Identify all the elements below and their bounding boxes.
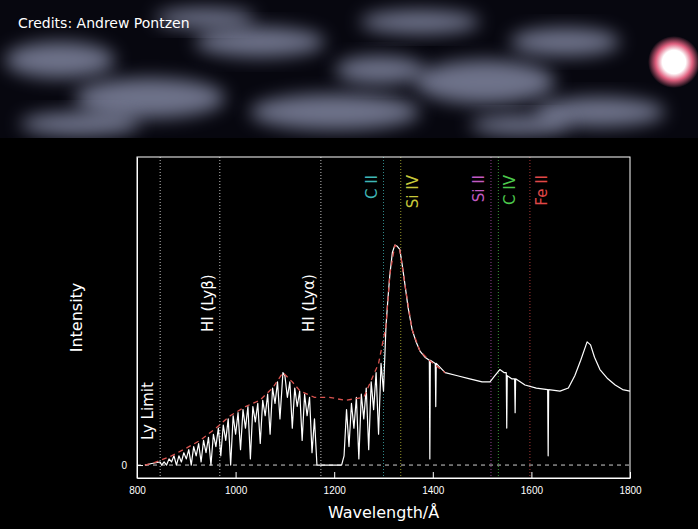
continuum-line (145, 245, 445, 465)
x-axis: 800 1000 1200 1400 1600 1800 (129, 472, 642, 496)
x-tick-label: 1800 (619, 485, 642, 496)
credit: Credits: Andrew Pontzen (18, 15, 190, 31)
cloud (470, 115, 570, 135)
cloud (75, 78, 225, 118)
annotation-line (320, 157, 321, 478)
annotation-line (490, 157, 491, 478)
x-tick: 1200 (324, 472, 347, 496)
header-image (0, 0, 698, 138)
cloud (20, 112, 140, 136)
annotation-line (529, 157, 530, 478)
plot-frame (137, 157, 630, 478)
y-tick: 0 (121, 460, 143, 471)
x-tick: 1400 (422, 472, 445, 496)
x-tick-mark (433, 472, 434, 478)
chart: Credits: Andrew Pontzen 800 1000 1200 1400 16… (0, 0, 698, 529)
x-tick-label: 1200 (324, 485, 347, 496)
cloud (250, 94, 420, 130)
annotation-label: Fe II (533, 175, 551, 206)
image-background (0, 0, 698, 138)
cloud (195, 27, 325, 57)
quasar (648, 36, 698, 88)
cloud (415, 60, 555, 104)
x-tick-label: 800 (129, 485, 146, 496)
x-tick-label: 1000 (225, 485, 248, 496)
x-tick-mark (531, 472, 532, 478)
y-tick-mark (137, 465, 143, 466)
annotation-label: HI (Lyβ) (199, 274, 217, 332)
x-tick: 1600 (521, 472, 544, 496)
x-tick-label: 1600 (521, 485, 544, 496)
annotation-label: C II (363, 175, 381, 199)
x-tick: 1000 (225, 472, 248, 496)
annotation-label: Si IV (404, 174, 422, 208)
plot-area (145, 157, 630, 478)
annotation-label: Ly Limit (139, 382, 157, 440)
y-tick-label: 0 (121, 460, 127, 471)
x-axis-title: Wavelength/Å (328, 503, 439, 522)
annotation-line (160, 157, 161, 478)
cloud (510, 28, 620, 56)
annotation-label: HI (Lyα) (300, 274, 318, 332)
annotation-line (498, 157, 499, 478)
cloud (360, 10, 480, 34)
annotation-line (400, 157, 401, 478)
spectrum-line (145, 245, 630, 465)
cloud (335, 56, 425, 84)
annotation-label: C IV (501, 174, 519, 205)
x-tick: 1800 (619, 472, 642, 496)
annotation-labels: Ly Limit HI (Lyβ) HI (Lyα) C II Si IV Si II C … (139, 174, 551, 440)
annotation-label: Si II (470, 175, 488, 202)
x-tick-label: 1400 (422, 485, 445, 496)
x-tick-mark (334, 472, 335, 478)
annotation-line (219, 157, 220, 478)
annotation-line (383, 157, 384, 478)
x-tick-mark (236, 472, 237, 478)
cloud (5, 42, 115, 78)
y-axis-title: Intensity (67, 283, 86, 353)
